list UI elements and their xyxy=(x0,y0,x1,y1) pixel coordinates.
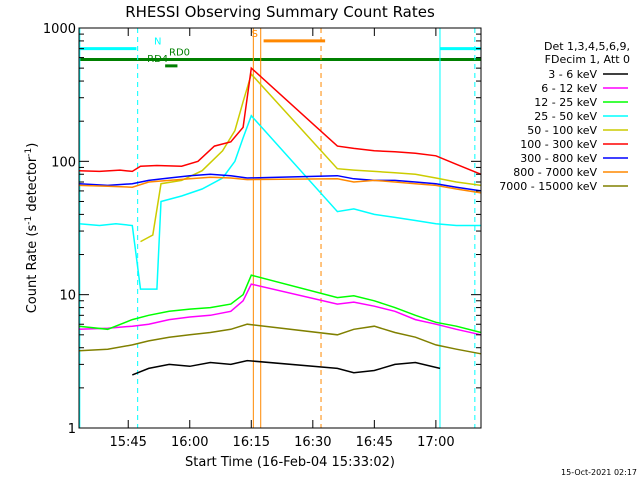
x-tick-label-2: 16:15 xyxy=(233,435,270,450)
y-axis-label-sup2: -1 xyxy=(24,148,34,157)
flag-label-n: N xyxy=(154,37,161,48)
series-line-4 xyxy=(140,72,482,243)
legend-label-4: 50 - 100 keV xyxy=(527,124,597,137)
y-axis: 1 10 100 1000 xyxy=(43,22,481,437)
flag-label-s: S xyxy=(252,29,258,40)
series-line-1 xyxy=(78,283,482,336)
legend-label-2: 12 - 25 keV xyxy=(534,96,597,109)
timestamp: 15-Oct-2021 02:17 xyxy=(561,468,637,477)
y-axis-label-mid: detector xyxy=(25,156,40,216)
plot-frame xyxy=(78,27,482,429)
legend-label-1: 6 - 12 keV xyxy=(541,82,597,95)
legend-label-7: 800 - 7000 keV xyxy=(513,166,597,179)
y-tick-label-3: 1000 xyxy=(43,22,76,37)
y-axis-label: Count Rate (s-1 detector-1) xyxy=(24,143,40,314)
legend-header-1: Det 1,3,4,5,6,9, xyxy=(544,40,630,53)
legend: Det 1,3,4,5,6,9, FDecim 1, Att 0 3 - 6 k… xyxy=(499,40,630,193)
legend-header-2: FDecim 1, Att 0 xyxy=(545,53,630,66)
flag-label-rd0: RD0 xyxy=(169,48,190,59)
x-tick-label-4: 16:45 xyxy=(356,435,393,450)
x-axis: 15:45 16:00 16:15 16:30 16:45 17:00 xyxy=(109,28,455,450)
x-tick-label-0: 15:45 xyxy=(109,435,146,450)
legend-label-5: 100 - 300 keV xyxy=(520,138,597,151)
series-line-2 xyxy=(78,274,482,334)
y-tick-label-2: 100 xyxy=(51,155,76,170)
y-tick-label-0: 1 xyxy=(68,422,76,437)
legend-label-0: 3 - 6 keV xyxy=(548,68,597,81)
legend-label-8: 7000 - 15000 keV xyxy=(499,180,597,193)
legend-label-3: 25 - 50 keV xyxy=(534,110,597,123)
flags-layer: NSRD4RD0 xyxy=(79,29,481,68)
series-line-7 xyxy=(78,176,482,194)
y-axis-label-end: ) xyxy=(25,143,40,148)
markers-layer xyxy=(79,28,476,428)
x-tick-label-3: 16:30 xyxy=(294,435,331,450)
y-axis-label-main: Count Rate (s xyxy=(25,225,40,314)
y-tick-label-1: 10 xyxy=(59,289,76,304)
chart-title: RHESSI Observing Summary Count Rates xyxy=(125,3,435,21)
y-axis-label-sup1: -1 xyxy=(24,216,34,225)
x-tick-label-5: 17:00 xyxy=(417,435,454,450)
legend-label-6: 300 - 800 keV xyxy=(520,152,597,165)
series-line-5 xyxy=(78,66,482,175)
x-tick-label-1: 16:00 xyxy=(171,435,208,450)
series-line-6 xyxy=(78,173,482,192)
series-line-8 xyxy=(78,323,482,355)
x-axis-label: Start Time (16-Feb-04 15:33:02) xyxy=(185,455,395,470)
series-line-3 xyxy=(78,114,481,290)
series-line-0 xyxy=(132,359,441,376)
series-layer xyxy=(78,66,482,376)
